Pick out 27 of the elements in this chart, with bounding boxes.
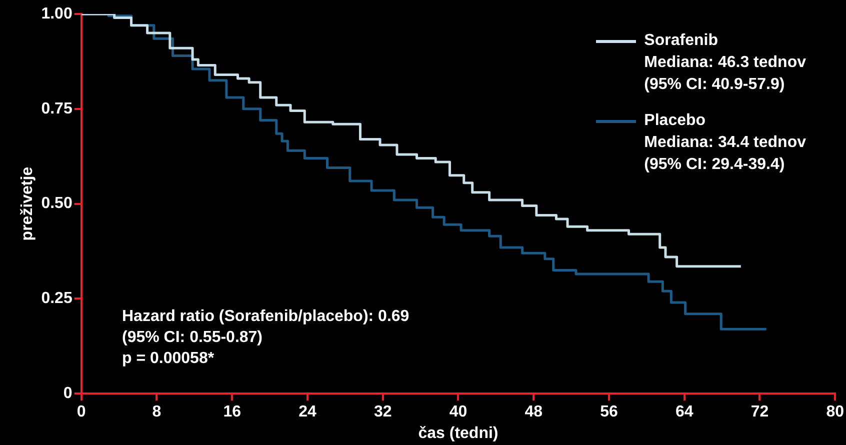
annotation: (95% CI: 0.55-0.87): [122, 328, 264, 348]
x-tick-label: 16: [223, 404, 242, 421]
annotation: Hazard ratio (Sorafenib/placebo): 0.69: [122, 307, 410, 327]
x-tick-label: 72: [750, 404, 769, 421]
x-tick-label: 64: [675, 404, 694, 421]
x-tick-label: 0: [76, 404, 86, 421]
annotation: (95% CI: 40.9-57.9): [644, 75, 786, 95]
y-tick-label: 0.50: [41, 195, 72, 212]
x-tick-label: 40: [449, 404, 468, 421]
annotation: Mediana: 34.4 tednov: [644, 133, 806, 153]
y-tick-label: 1.00: [41, 5, 72, 22]
y-tick-label: 0.75: [41, 100, 72, 118]
y-axis-title: preživetje: [19, 166, 36, 241]
x-tick-label: 24: [298, 404, 316, 421]
x-tick-label: 80: [826, 404, 844, 421]
legend-label: Placebo: [644, 111, 706, 131]
annotation: Mediana: 46.3 tednov: [644, 53, 806, 73]
x-axis-title: čas (tedni): [418, 424, 498, 442]
y-tick-label: 0: [63, 385, 72, 402]
legend-label: Sorafenib: [644, 31, 718, 51]
annotation: p = 0.00058*: [122, 349, 216, 369]
x-tick-label: 48: [524, 404, 543, 421]
annotation: (95% CI: 29.4-39.4): [644, 155, 786, 175]
x-tick-label: 56: [600, 404, 618, 421]
x-tick-label: 32: [374, 404, 392, 421]
x-tick-label: 8: [152, 404, 162, 421]
y-tick-label: 0.25: [41, 290, 72, 308]
